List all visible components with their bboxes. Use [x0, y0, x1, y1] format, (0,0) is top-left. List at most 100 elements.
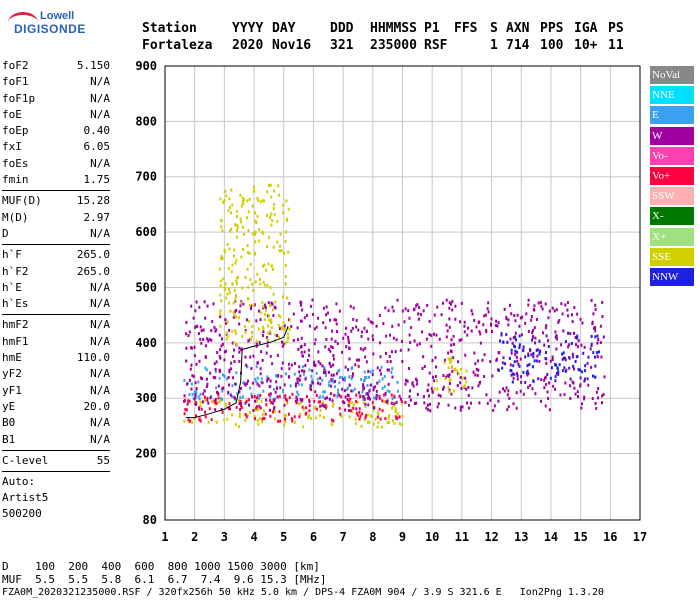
- echo-point: [372, 388, 375, 392]
- echo-point: [292, 312, 295, 316]
- echo-point: [252, 185, 255, 189]
- echo-point: [574, 392, 577, 396]
- echo-point: [464, 353, 467, 357]
- echo-point: [220, 344, 223, 348]
- echo-point: [231, 263, 234, 267]
- echo-point: [555, 372, 558, 376]
- echo-point: [582, 351, 585, 355]
- echo-point: [310, 380, 313, 384]
- echo-point: [227, 375, 230, 379]
- echo-point: [362, 384, 365, 388]
- echo-point: [259, 282, 262, 286]
- echo-point: [351, 372, 354, 376]
- echo-point: [330, 378, 333, 382]
- param-row: fxI 6.05: [2, 139, 110, 155]
- echo-point: [357, 364, 360, 368]
- echo-point: [460, 301, 463, 305]
- param-value: 1.75: [83, 173, 111, 187]
- echo-point: [258, 277, 261, 281]
- echo-point: [350, 389, 353, 393]
- echo-point: [600, 355, 603, 359]
- echo-point: [321, 395, 324, 399]
- echo-point: [511, 341, 514, 345]
- echo-point: [230, 211, 233, 215]
- echo-point: [233, 313, 236, 317]
- param-name: B0: [2, 416, 16, 430]
- echo-point: [531, 387, 534, 391]
- echo-point: [490, 329, 493, 333]
- echo-point: [331, 346, 334, 350]
- echo-point: [532, 379, 535, 383]
- echo-point: [198, 397, 201, 401]
- echo-point: [201, 400, 204, 404]
- echo-point: [244, 275, 247, 279]
- echo-point: [222, 373, 225, 377]
- echo-point: [271, 267, 274, 271]
- echo-point: [197, 380, 200, 384]
- echo-point: [267, 377, 270, 381]
- echo-point: [533, 326, 536, 330]
- echo-point: [482, 323, 485, 327]
- echo-point: [518, 343, 521, 347]
- echo-point: [298, 412, 301, 416]
- echo-point: [286, 340, 289, 344]
- echo-point: [379, 417, 382, 421]
- echo-point: [185, 408, 188, 412]
- echo-point: [292, 338, 295, 342]
- echo-point: [380, 372, 383, 376]
- echo-point: [371, 369, 374, 373]
- echo-point: [431, 375, 434, 379]
- echo-point: [514, 331, 517, 335]
- echo-point: [295, 395, 298, 399]
- x-tick-label: 6: [310, 530, 317, 544]
- echo-point: [379, 341, 382, 345]
- echo-point: [385, 351, 388, 355]
- echo-point: [199, 376, 202, 380]
- echo-point: [247, 398, 250, 402]
- echo-point: [228, 301, 231, 305]
- echo-point: [242, 302, 245, 306]
- echo-point: [236, 209, 239, 213]
- echo-point: [207, 339, 210, 343]
- echo-point: [343, 378, 346, 382]
- param-row: h`F 265.0: [2, 247, 110, 263]
- echo-point: [411, 381, 414, 385]
- echo-point: [311, 378, 314, 382]
- echo-point: [326, 311, 329, 315]
- echo-point: [367, 396, 370, 400]
- legend-item: Vo-: [650, 146, 694, 165]
- echo-point: [219, 399, 222, 403]
- echo-point: [447, 403, 450, 407]
- echo-point: [219, 356, 222, 360]
- echo-point: [263, 263, 266, 267]
- echo-point: [319, 382, 322, 386]
- echo-point: [566, 308, 569, 312]
- param-name: yF2: [2, 367, 22, 381]
- echo-point: [484, 313, 487, 317]
- echo-point: [371, 334, 374, 338]
- echo-point: [566, 301, 569, 305]
- echo-point: [502, 340, 505, 344]
- echo-point: [205, 368, 208, 372]
- echo-point: [285, 199, 288, 203]
- echo-point: [556, 337, 559, 341]
- echo-point: [597, 338, 600, 342]
- echo-point: [315, 371, 318, 375]
- echo-point: [331, 404, 334, 408]
- header-label-9: PPS: [540, 21, 564, 36]
- echo-point: [376, 410, 379, 414]
- echo-point: [449, 349, 452, 353]
- echo-point: [316, 381, 319, 385]
- echo-point: [433, 379, 436, 383]
- echo-point: [531, 365, 534, 369]
- echo-point: [394, 350, 397, 354]
- echo-point: [226, 417, 229, 421]
- echo-point: [326, 396, 329, 400]
- echo-point: [594, 364, 597, 368]
- echo-point: [539, 350, 542, 354]
- echo-point: [470, 309, 473, 313]
- echo-point: [263, 283, 266, 287]
- echo-point: [235, 331, 238, 335]
- echo-point: [557, 320, 560, 324]
- echo-point: [269, 354, 272, 358]
